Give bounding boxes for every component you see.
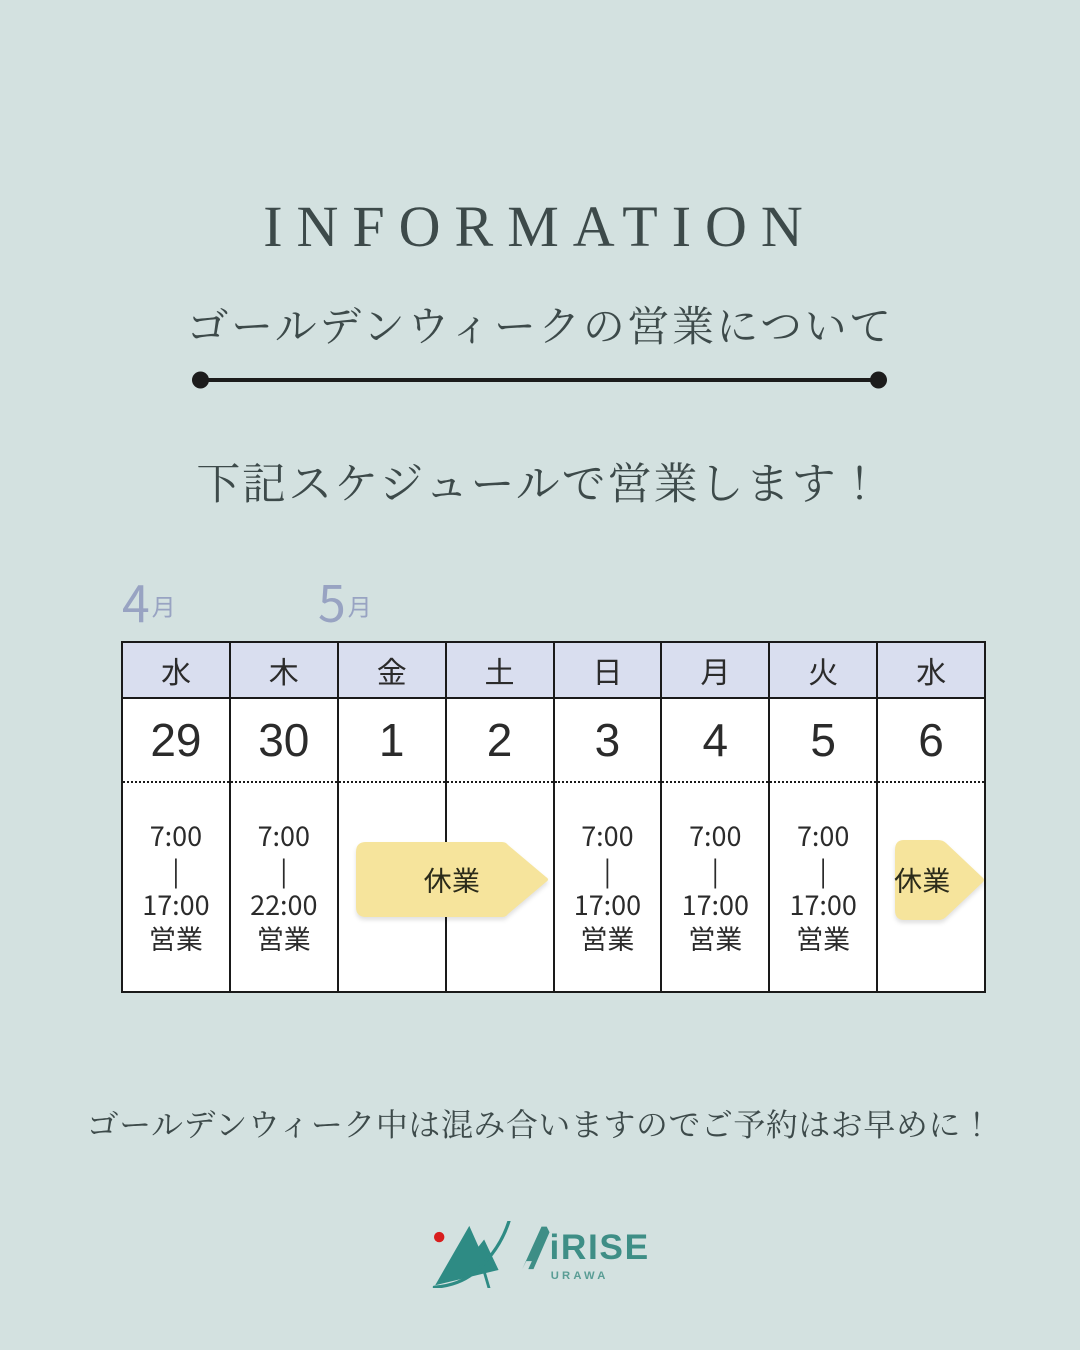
svg-text:iRISE: iRISE (549, 1228, 649, 1267)
svg-text:URAWA: URAWA (550, 1270, 608, 1282)
